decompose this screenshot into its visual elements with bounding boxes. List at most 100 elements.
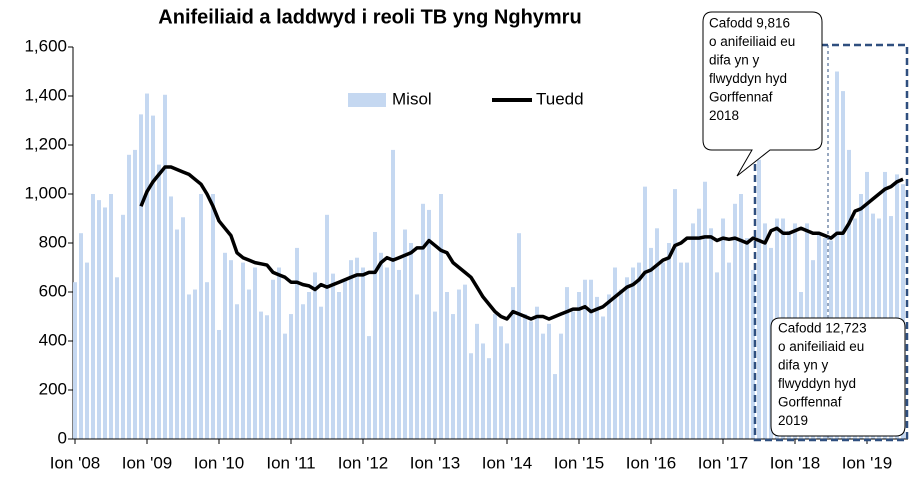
bar	[367, 336, 371, 439]
bar	[505, 343, 509, 439]
bar	[715, 272, 719, 439]
legend-swatch	[348, 93, 386, 107]
bar	[583, 279, 587, 439]
bar	[241, 262, 245, 439]
bar	[757, 159, 761, 439]
bar	[655, 228, 659, 439]
bar	[295, 247, 299, 439]
bar	[385, 267, 389, 439]
x-tick-label: Ion '18	[770, 453, 821, 472]
bar	[865, 171, 869, 439]
callout-text: Cafodd 9,816	[709, 16, 790, 31]
bar	[313, 272, 317, 439]
bar	[553, 374, 557, 439]
bar	[355, 257, 359, 439]
bar	[157, 164, 161, 439]
bar	[307, 292, 311, 439]
bar	[433, 311, 437, 439]
bar	[271, 279, 275, 439]
bar	[487, 358, 491, 439]
bar	[211, 194, 215, 439]
bar	[79, 233, 83, 439]
bar	[841, 91, 845, 439]
bar	[115, 277, 119, 439]
bar	[145, 93, 149, 440]
x-tick-label: Ion '10	[194, 453, 245, 472]
bar	[229, 260, 233, 439]
bar	[193, 289, 197, 439]
bar	[691, 223, 695, 439]
bar	[187, 294, 191, 439]
y-tick-label: 800	[39, 232, 67, 251]
bar	[685, 262, 689, 439]
bar	[337, 292, 341, 439]
bar	[709, 228, 713, 439]
bar	[223, 252, 227, 439]
bar	[649, 247, 653, 439]
bar	[445, 292, 449, 439]
y-tick-label: 0	[58, 428, 67, 447]
chart-title: Anifeiliaid a laddwyd i reoli TB yng Ngh…	[158, 6, 581, 28]
bar	[511, 287, 515, 439]
bar	[97, 200, 101, 439]
bar	[379, 252, 383, 439]
callout-box	[770, 317, 906, 437]
bar	[619, 289, 623, 439]
bar	[763, 223, 767, 439]
bar	[415, 294, 419, 439]
bar	[595, 296, 599, 439]
y-tick-label: 1,000	[24, 183, 67, 202]
x-tick-label: Ion '19	[842, 453, 893, 472]
callout-text: Cafodd 12,723	[778, 321, 867, 336]
bar	[217, 329, 221, 439]
legend-label: Misol	[392, 89, 432, 108]
bar	[475, 323, 479, 439]
bar	[559, 333, 563, 439]
callout-text: flwyddyn hyd	[709, 71, 787, 86]
bar	[547, 323, 551, 439]
x-tick-label: Ion '15	[554, 453, 605, 472]
bar	[127, 154, 131, 440]
callout-text: 2019	[778, 413, 808, 428]
x-tick-label: Ion '16	[626, 453, 677, 472]
bar	[637, 262, 641, 439]
callout-text: 2018	[709, 108, 739, 123]
bar	[661, 262, 665, 439]
callout-text: Gorffennaf	[709, 90, 773, 105]
bar	[91, 194, 95, 439]
bar	[541, 333, 545, 439]
bar	[481, 343, 485, 439]
bar	[463, 284, 467, 439]
bar	[103, 207, 107, 439]
bar	[235, 304, 239, 439]
legend: Misol Tuedd	[348, 89, 584, 108]
callout-text: o anifeiliaid eu	[709, 34, 795, 49]
bar	[349, 260, 353, 439]
bar	[721, 218, 725, 439]
bar	[577, 292, 581, 439]
bar	[859, 194, 863, 439]
bar	[133, 149, 137, 439]
trend-line	[139, 165, 904, 321]
bar	[289, 314, 293, 439]
bar	[343, 279, 347, 439]
bar	[265, 315, 269, 439]
bar	[523, 314, 527, 439]
callout-text: o anifeiliaid eu	[778, 339, 864, 354]
bar	[739, 194, 743, 439]
bar	[631, 267, 635, 439]
bar	[361, 267, 365, 439]
bar	[409, 243, 413, 439]
y-tick-label: 1,200	[24, 134, 67, 153]
bar	[253, 267, 257, 439]
bar	[517, 233, 521, 439]
bar	[565, 287, 569, 439]
y-tick-label: 600	[39, 281, 67, 300]
bar	[703, 181, 707, 439]
bar	[139, 114, 143, 439]
x-tick-label: Ion '11	[266, 453, 315, 472]
bar	[727, 262, 731, 439]
bar	[469, 353, 473, 439]
y-tick-label: 1,600	[24, 36, 67, 55]
bar	[319, 306, 323, 439]
